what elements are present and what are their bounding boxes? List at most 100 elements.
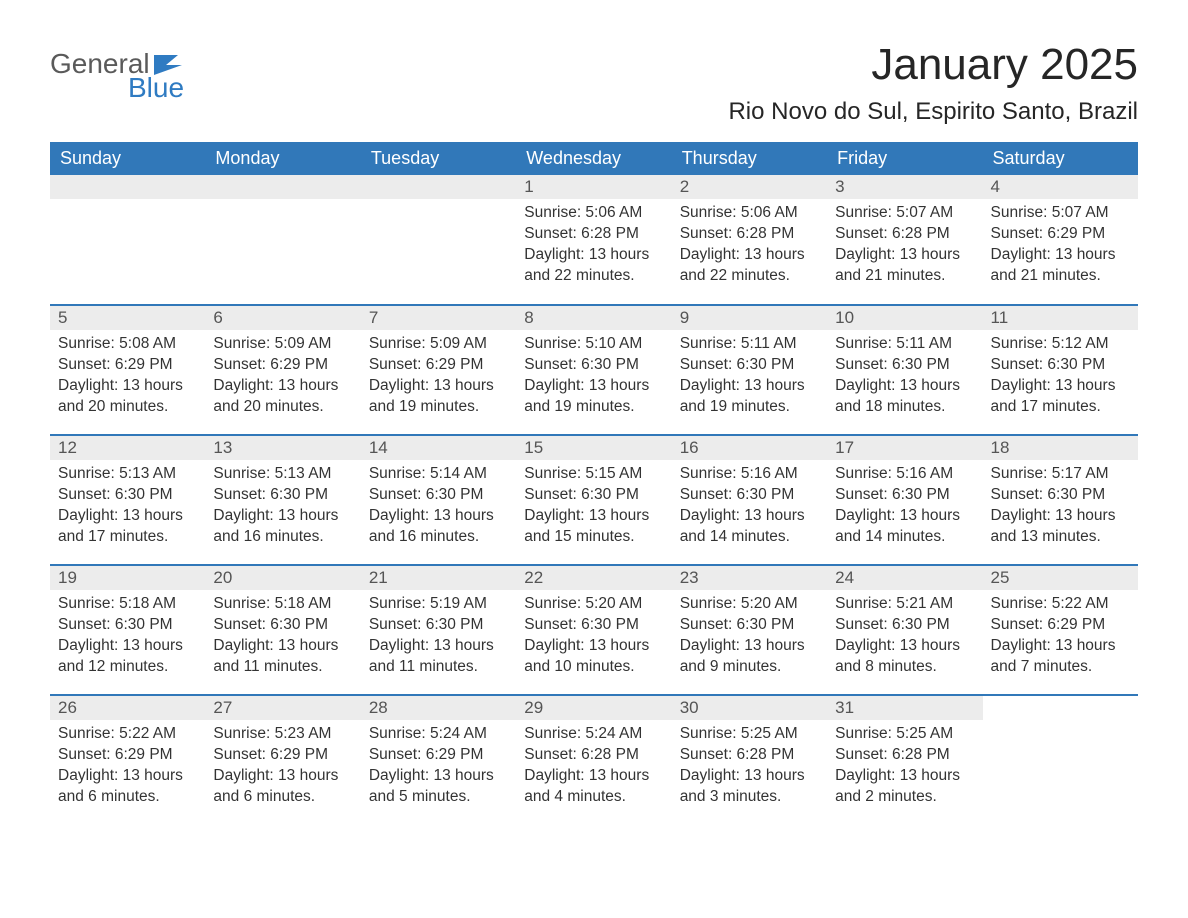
day-details: Sunrise: 5:22 AMSunset: 6:29 PMDaylight:…: [50, 720, 205, 812]
sunrise-text: Sunrise: 5:11 AM: [680, 334, 819, 355]
sunrise-text: Sunrise: 5:09 AM: [213, 334, 352, 355]
sunset-text: Sunset: 6:29 PM: [213, 355, 352, 376]
week-row: 26Sunrise: 5:22 AMSunset: 6:29 PMDayligh…: [50, 695, 1138, 825]
weekday-header: Monday: [205, 142, 360, 175]
sunrise-text: Sunrise: 5:25 AM: [680, 724, 819, 745]
day-cell: 31Sunrise: 5:25 AMSunset: 6:28 PMDayligh…: [827, 695, 982, 825]
day-details: Sunrise: 5:07 AMSunset: 6:29 PMDaylight:…: [983, 199, 1138, 291]
day-cell: 27Sunrise: 5:23 AMSunset: 6:29 PMDayligh…: [205, 695, 360, 825]
sunset-text: Sunset: 6:28 PM: [835, 224, 974, 245]
sunrise-text: Sunrise: 5:11 AM: [835, 334, 974, 355]
day-cell: 21Sunrise: 5:19 AMSunset: 6:30 PMDayligh…: [361, 565, 516, 695]
sunset-text: Sunset: 6:30 PM: [680, 615, 819, 636]
sunset-text: Sunset: 6:29 PM: [369, 355, 508, 376]
day-details: Sunrise: 5:23 AMSunset: 6:29 PMDaylight:…: [205, 720, 360, 812]
day-details: Sunrise: 5:24 AMSunset: 6:29 PMDaylight:…: [361, 720, 516, 812]
day-number: 7: [361, 306, 516, 330]
day-number: 10: [827, 306, 982, 330]
sunrise-text: Sunrise: 5:16 AM: [835, 464, 974, 485]
sunset-text: Sunset: 6:30 PM: [369, 485, 508, 506]
daylight-text: Daylight: 13 hours and 20 minutes.: [58, 376, 197, 418]
sunset-text: Sunset: 6:29 PM: [991, 224, 1130, 245]
day-number: 6: [205, 306, 360, 330]
week-row: 1Sunrise: 5:06 AMSunset: 6:28 PMDaylight…: [50, 175, 1138, 305]
sunrise-text: Sunrise: 5:15 AM: [524, 464, 663, 485]
daylight-text: Daylight: 13 hours and 5 minutes.: [369, 766, 508, 808]
sunrise-text: Sunrise: 5:07 AM: [991, 203, 1130, 224]
day-number: 9: [672, 306, 827, 330]
day-cell: 12Sunrise: 5:13 AMSunset: 6:30 PMDayligh…: [50, 435, 205, 565]
day-details: Sunrise: 5:06 AMSunset: 6:28 PMDaylight:…: [672, 199, 827, 291]
daylight-text: Daylight: 13 hours and 21 minutes.: [991, 245, 1130, 287]
weekday-header: Wednesday: [516, 142, 671, 175]
day-details: Sunrise: 5:20 AMSunset: 6:30 PMDaylight:…: [516, 590, 671, 682]
sunset-text: Sunset: 6:30 PM: [369, 615, 508, 636]
sunset-text: Sunset: 6:30 PM: [524, 355, 663, 376]
sunset-text: Sunset: 6:29 PM: [369, 745, 508, 766]
day-number: 16: [672, 436, 827, 460]
day-cell: 10Sunrise: 5:11 AMSunset: 6:30 PMDayligh…: [827, 305, 982, 435]
day-number: 19: [50, 566, 205, 590]
day-details: Sunrise: 5:13 AMSunset: 6:30 PMDaylight:…: [50, 460, 205, 552]
sunrise-text: Sunrise: 5:12 AM: [991, 334, 1130, 355]
title-block: January 2025 Rio Novo do Sul, Espirito S…: [728, 40, 1138, 136]
sunrise-text: Sunrise: 5:13 AM: [58, 464, 197, 485]
day-details: Sunrise: 5:25 AMSunset: 6:28 PMDaylight:…: [672, 720, 827, 812]
day-number: 15: [516, 436, 671, 460]
day-details: Sunrise: 5:20 AMSunset: 6:30 PMDaylight:…: [672, 590, 827, 682]
sunset-text: Sunset: 6:30 PM: [58, 615, 197, 636]
daylight-text: Daylight: 13 hours and 19 minutes.: [524, 376, 663, 418]
day-number: 4: [983, 175, 1138, 199]
day-cell: 16Sunrise: 5:16 AMSunset: 6:30 PMDayligh…: [672, 435, 827, 565]
sunrise-text: Sunrise: 5:24 AM: [524, 724, 663, 745]
week-row: 5Sunrise: 5:08 AMSunset: 6:29 PMDaylight…: [50, 305, 1138, 435]
day-details: Sunrise: 5:16 AMSunset: 6:30 PMDaylight:…: [827, 460, 982, 552]
day-cell: [361, 175, 516, 305]
sunset-text: Sunset: 6:28 PM: [680, 745, 819, 766]
week-row: 19Sunrise: 5:18 AMSunset: 6:30 PMDayligh…: [50, 565, 1138, 695]
daylight-text: Daylight: 13 hours and 21 minutes.: [835, 245, 974, 287]
sunrise-text: Sunrise: 5:18 AM: [58, 594, 197, 615]
day-number: 26: [50, 696, 205, 720]
day-number: 5: [50, 306, 205, 330]
day-details: Sunrise: 5:14 AMSunset: 6:30 PMDaylight:…: [361, 460, 516, 552]
day-number: 2: [672, 175, 827, 199]
daylight-text: Daylight: 13 hours and 15 minutes.: [524, 506, 663, 548]
day-cell: 1Sunrise: 5:06 AMSunset: 6:28 PMDaylight…: [516, 175, 671, 305]
sunset-text: Sunset: 6:30 PM: [213, 615, 352, 636]
calendar-table: Sunday Monday Tuesday Wednesday Thursday…: [50, 142, 1138, 825]
day-number: 11: [983, 306, 1138, 330]
sunset-text: Sunset: 6:30 PM: [524, 615, 663, 636]
day-details: Sunrise: 5:11 AMSunset: 6:30 PMDaylight:…: [827, 330, 982, 422]
daylight-text: Daylight: 13 hours and 13 minutes.: [991, 506, 1130, 548]
day-cell: 8Sunrise: 5:10 AMSunset: 6:30 PMDaylight…: [516, 305, 671, 435]
day-details: Sunrise: 5:16 AMSunset: 6:30 PMDaylight:…: [672, 460, 827, 552]
day-details: Sunrise: 5:22 AMSunset: 6:29 PMDaylight:…: [983, 590, 1138, 682]
sunset-text: Sunset: 6:29 PM: [213, 745, 352, 766]
day-cell: 23Sunrise: 5:20 AMSunset: 6:30 PMDayligh…: [672, 565, 827, 695]
sunrise-text: Sunrise: 5:21 AM: [835, 594, 974, 615]
day-cell: 3Sunrise: 5:07 AMSunset: 6:28 PMDaylight…: [827, 175, 982, 305]
day-number: 1: [516, 175, 671, 199]
day-number: 12: [50, 436, 205, 460]
day-number: [205, 175, 360, 199]
sunrise-text: Sunrise: 5:16 AM: [680, 464, 819, 485]
day-number: 25: [983, 566, 1138, 590]
month-title: January 2025: [728, 40, 1138, 90]
week-row: 12Sunrise: 5:13 AMSunset: 6:30 PMDayligh…: [50, 435, 1138, 565]
sunrise-text: Sunrise: 5:13 AM: [213, 464, 352, 485]
day-number: 29: [516, 696, 671, 720]
daylight-text: Daylight: 13 hours and 2 minutes.: [835, 766, 974, 808]
daylight-text: Daylight: 13 hours and 12 minutes.: [58, 636, 197, 678]
day-cell: 4Sunrise: 5:07 AMSunset: 6:29 PMDaylight…: [983, 175, 1138, 305]
weekday-header: Sunday: [50, 142, 205, 175]
day-cell: 7Sunrise: 5:09 AMSunset: 6:29 PMDaylight…: [361, 305, 516, 435]
day-cell: 18Sunrise: 5:17 AMSunset: 6:30 PMDayligh…: [983, 435, 1138, 565]
sunset-text: Sunset: 6:30 PM: [680, 485, 819, 506]
weekday-header: Tuesday: [361, 142, 516, 175]
sunset-text: Sunset: 6:30 PM: [680, 355, 819, 376]
day-cell: [205, 175, 360, 305]
daylight-text: Daylight: 13 hours and 8 minutes.: [835, 636, 974, 678]
day-cell: 22Sunrise: 5:20 AMSunset: 6:30 PMDayligh…: [516, 565, 671, 695]
day-cell: 13Sunrise: 5:13 AMSunset: 6:30 PMDayligh…: [205, 435, 360, 565]
